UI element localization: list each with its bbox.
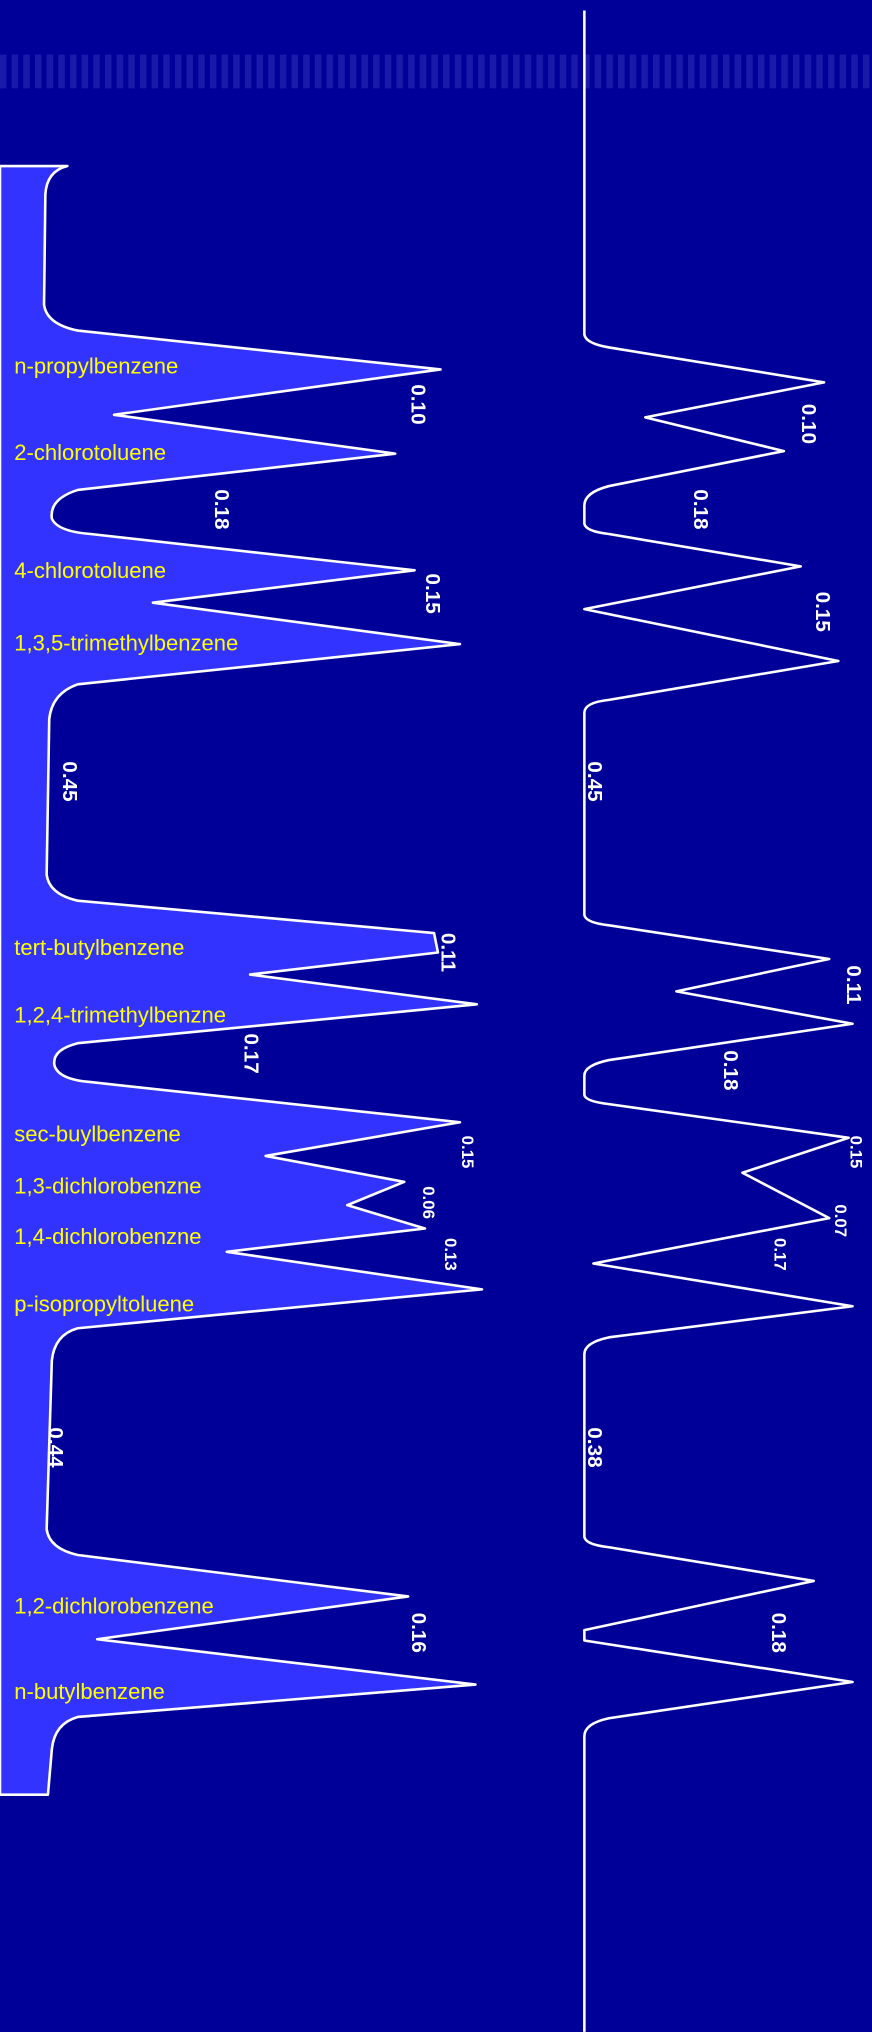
value-label: 0.16 <box>407 1613 430 1653</box>
compound-label: p-isopropyltoluene <box>14 1291 194 1316</box>
compound-label: 2-chlorotoluene <box>14 440 166 465</box>
compound-label: 1,3-dichlorobenzne <box>14 1174 201 1199</box>
value-label: 0.06 <box>419 1186 438 1219</box>
value-label: 0.18 <box>719 1050 742 1090</box>
left-chromatogram <box>0 164 484 1797</box>
value-label: 0.18 <box>767 1613 790 1653</box>
compound-label: 4-chlorotoluene <box>14 558 166 583</box>
compound-label: 1,2-dichlorobenzene <box>14 1593 214 1618</box>
compound-label: 1,4-dichlorobenzne <box>14 1224 201 1249</box>
value-label: 0.11 <box>842 965 865 1004</box>
value-label: 0.45 <box>58 761 81 801</box>
value-label: 0.17 <box>770 1238 789 1271</box>
value-label: 0.18 <box>210 489 233 529</box>
compound-label: n-propylbenzene <box>14 353 178 378</box>
stripe-band <box>0 54 872 89</box>
right-chromatogram <box>583 10 854 2032</box>
value-label: 0.17 <box>240 1033 263 1073</box>
compound-label: tert-butylbenzene <box>14 935 184 960</box>
compound-label: 1,2,4-trimethylbenzne <box>14 1002 226 1027</box>
compound-labels: n-propylbenzene 2-chlorotoluene 4-chloro… <box>14 353 238 1703</box>
compound-label: 1,3,5-trimethylbenzene <box>14 631 238 656</box>
value-label: 0.15 <box>811 592 834 632</box>
value-label: 0.38 <box>583 1427 606 1467</box>
compound-label: n-butylbenzene <box>14 1679 165 1704</box>
value-label: 0.15 <box>421 573 444 613</box>
value-label: 0.11 <box>437 933 460 972</box>
value-label: 0.15 <box>847 1136 866 1169</box>
value-label: 0.44 <box>44 1427 67 1468</box>
value-label: 0.10 <box>797 404 820 444</box>
value-labels: 0.10 0.18 0.15 0.45 0.11 0.17 0.15 0.060.13 0.44… <box>44 384 866 1653</box>
value-label: 0.45 <box>583 761 606 801</box>
compound-label: sec-buylbenzene <box>14 1122 180 1147</box>
value-label: 0.18 <box>689 489 712 529</box>
value-label: 0.13 <box>441 1238 460 1271</box>
value-label: 0.15 <box>458 1136 477 1169</box>
value-label: 0.07 <box>831 1204 850 1237</box>
value-label: 0.10 <box>407 384 430 424</box>
